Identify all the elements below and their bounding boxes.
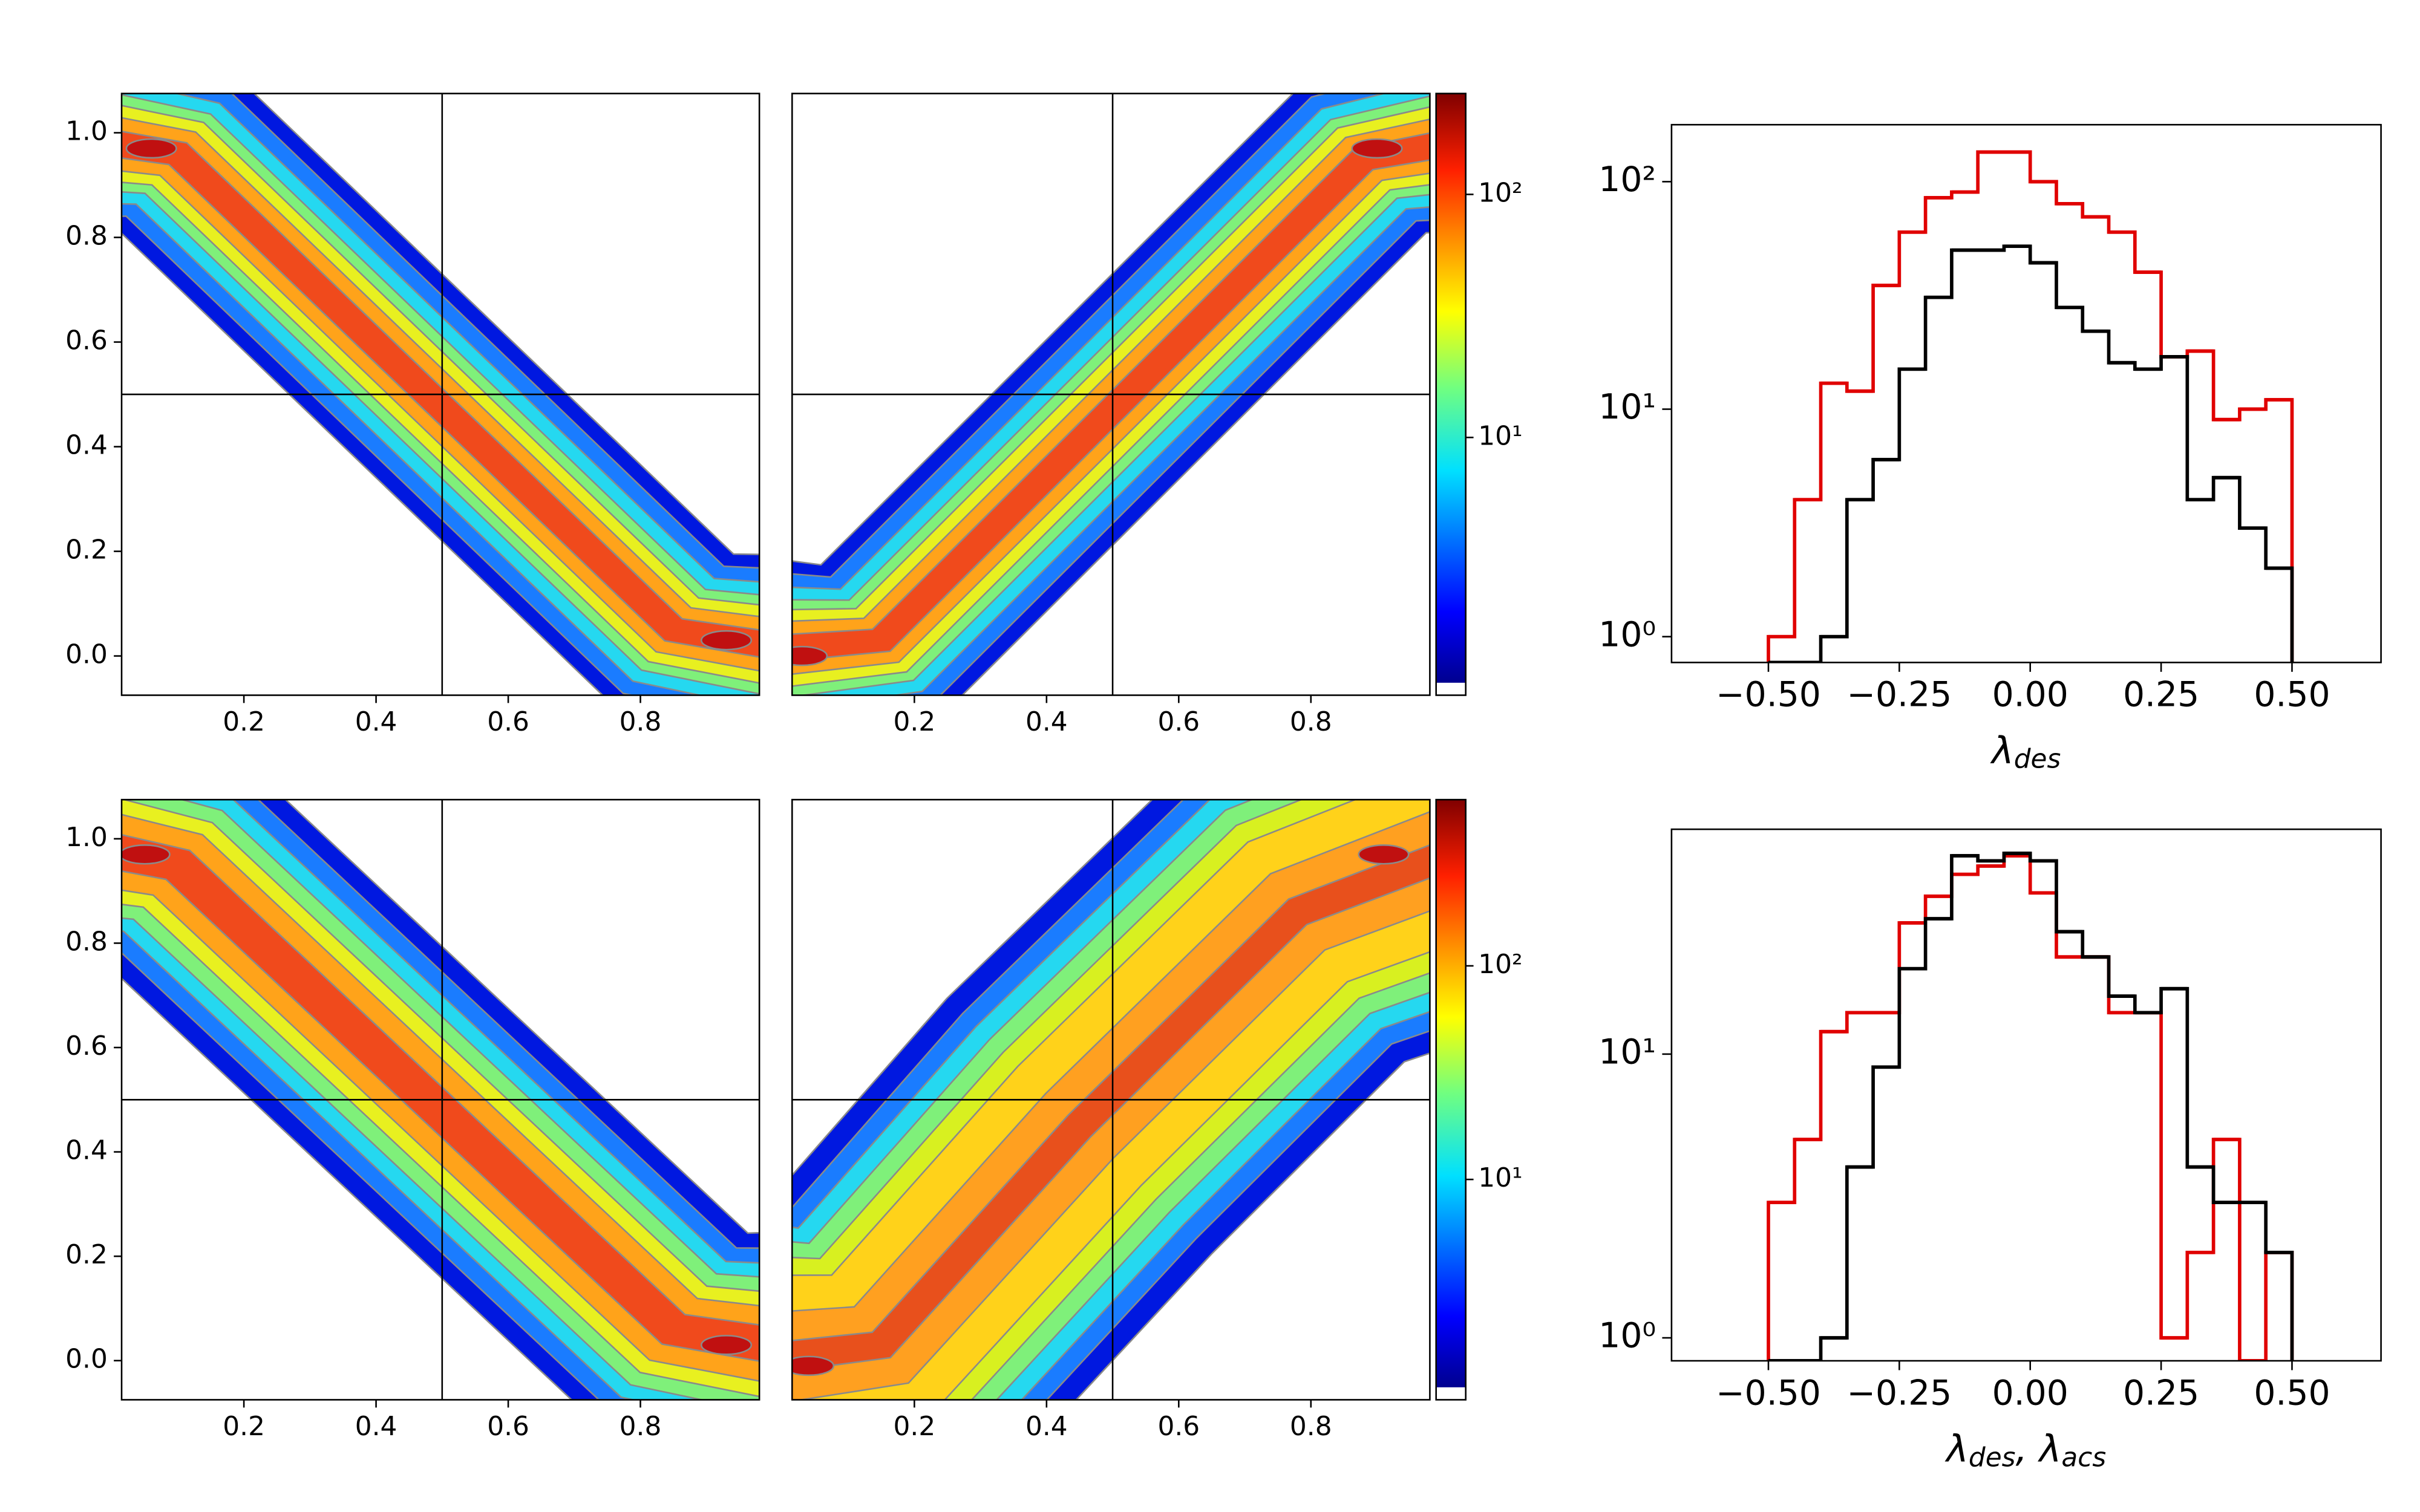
y-tick-label: 10⁰: [1598, 1316, 1656, 1356]
density-band: [792, 844, 1430, 1372]
y-tick-label: 0.8: [65, 926, 108, 957]
y-tick-label: 10¹: [1598, 1032, 1656, 1072]
axis-label-part: λ: [1990, 729, 2014, 772]
y-tick-label: 1.0: [65, 116, 108, 147]
x-tick-label: 0.6: [487, 1411, 529, 1442]
y-tick-label: 0.4: [65, 1135, 108, 1166]
axis-label-part: λ: [1944, 1427, 1969, 1471]
x-tick-label: 0.50: [2254, 675, 2330, 715]
density-peak: [122, 844, 171, 865]
y-tick-label: 0.2: [65, 535, 108, 565]
x-tick-label: 0.8: [1290, 1411, 1332, 1442]
y-tick-label: 10²: [1598, 160, 1656, 200]
colorbar-tick-label: 10¹: [1478, 420, 1522, 451]
x-tick-label: 0.8: [1290, 706, 1332, 737]
axes-frame: [1435, 93, 1467, 696]
x-tick-label: 0.6: [1157, 706, 1200, 737]
step-outline: [1768, 852, 2294, 1361]
density-band: [122, 833, 760, 1362]
axis-label-part: , λ: [2015, 1427, 2061, 1471]
axes-frame: [791, 798, 1431, 1401]
y-tick-label: 0.8: [65, 221, 108, 252]
x-tick-label: −0.25: [1846, 1373, 1952, 1413]
density-field: [122, 800, 760, 1400]
axes-frame: [791, 93, 1431, 696]
colorbar-gradient: [1436, 93, 1466, 683]
axes-frame: [120, 798, 760, 1401]
density-field: [792, 800, 1430, 1400]
x-tick-label: 0.4: [1025, 1411, 1068, 1442]
axes-frame: [1670, 828, 2382, 1362]
x-tick-label: 0.2: [223, 1411, 265, 1442]
histogram-area: [1767, 852, 2294, 1361]
y-tick-label: 0.6: [65, 325, 108, 356]
x-tick-label: 0.8: [620, 1411, 662, 1442]
x-tick-label: 0.6: [487, 706, 529, 737]
step-outline: [1768, 244, 2294, 663]
axis-label-part: des: [2014, 744, 2061, 775]
density-peak: [1358, 844, 1410, 865]
x-tick-label: 0.4: [1025, 706, 1068, 737]
colorbar-tick-label: 10²: [1478, 949, 1522, 980]
density-peak: [125, 138, 177, 159]
x-tick-label: 0.4: [355, 706, 397, 737]
axes-frame: [1670, 123, 2382, 663]
x-tick-label: 0.4: [355, 1411, 397, 1442]
density-peak: [701, 630, 753, 651]
density-peak: [792, 1355, 835, 1377]
axis-label-part: acs: [2061, 1442, 2106, 1473]
y-tick-label: 0.6: [65, 1031, 108, 1061]
axis-label-part: des: [1969, 1442, 2016, 1473]
x-tick-label: 0.8: [620, 706, 662, 737]
axes-frame: [1435, 798, 1467, 1401]
y-tick-label: 0.4: [65, 430, 108, 461]
y-tick-label: 10⁰: [1598, 614, 1656, 654]
density-peak: [792, 645, 828, 666]
x-tick-label: −0.50: [1716, 675, 1821, 715]
y-tick-label: 10¹: [1598, 387, 1656, 427]
y-tick-label: 0.2: [65, 1239, 108, 1270]
x-tick-label: −0.25: [1846, 675, 1952, 715]
x-tick-label: −0.50: [1716, 1373, 1821, 1413]
colorbar-tick-label: 10¹: [1478, 1162, 1522, 1193]
x-axis-label: λdes: [1990, 729, 2061, 775]
x-tick-label: 0.2: [894, 1411, 936, 1442]
x-tick-label: 0.50: [2254, 1373, 2330, 1413]
y-tick-label: 0.0: [65, 639, 108, 670]
x-tick-label: 0.25: [2123, 1373, 2199, 1413]
axes-frame: [120, 93, 760, 696]
x-tick-label: 0.25: [2123, 675, 2199, 715]
x-tick-label: 0.00: [1992, 675, 2068, 715]
density-band: [792, 132, 1430, 662]
density-peak: [1351, 138, 1403, 159]
x-tick-label: 0.00: [1992, 1373, 2068, 1413]
histogram-area: [1767, 150, 2294, 663]
x-tick-label: 0.2: [894, 706, 936, 737]
x-tick-label: 0.2: [223, 706, 265, 737]
x-tick-label: 0.6: [1157, 1411, 1200, 1442]
y-tick-label: 1.0: [65, 822, 108, 853]
colorbar-tick-label: 10²: [1478, 177, 1522, 208]
x-axis-label: λdes, λacs: [1944, 1427, 2106, 1473]
colorbar-gradient: [1436, 800, 1466, 1387]
y-tick-label: 0.0: [65, 1344, 108, 1375]
density-peak: [701, 1335, 753, 1355]
